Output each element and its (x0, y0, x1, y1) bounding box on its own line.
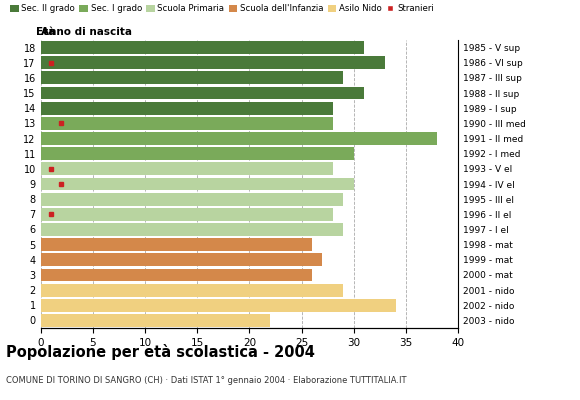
Bar (41, 87, 364, 100)
Bar (41, 132, 437, 145)
Bar (41, 56, 385, 69)
Bar (41, 314, 270, 327)
Text: COMUNE DI TORINO DI SANGRO (CH) · Dati ISTAT 1° gennaio 2004 · Elaborazione TUTT: COMUNE DI TORINO DI SANGRO (CH) · Dati I… (6, 376, 407, 385)
Bar (41, 223, 343, 236)
Bar (41, 253, 322, 266)
Bar (41, 147, 354, 160)
Legend: Sec. II grado, Sec. I grado, Scuola Primaria, Scuola dell'Infanzia, Asilo Nido, : Sec. II grado, Sec. I grado, Scuola Prim… (10, 4, 434, 13)
Text: Popolazione per età scolastica - 2004: Popolazione per età scolastica - 2004 (6, 344, 315, 360)
Bar (41, 117, 333, 130)
Bar (41, 284, 343, 296)
Bar (41, 208, 333, 221)
Bar (41, 299, 396, 312)
Bar (41, 268, 312, 281)
Bar (41, 41, 364, 54)
Bar (41, 162, 333, 175)
Text: Età: Età (37, 27, 56, 37)
Bar (41, 193, 343, 206)
Bar (41, 238, 312, 251)
Text: Anno di nascita: Anno di nascita (41, 27, 132, 37)
Bar (41, 178, 354, 190)
Bar (41, 72, 343, 84)
Bar (41, 102, 333, 115)
